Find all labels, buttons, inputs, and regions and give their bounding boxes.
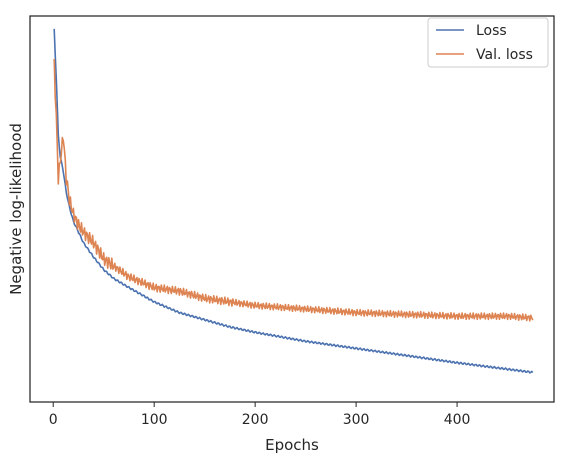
x-tick-label: 200 bbox=[242, 412, 269, 428]
x-axis-label: Epochs bbox=[265, 436, 319, 454]
plot-frame bbox=[29, 15, 555, 403]
x-tick-label: 0 bbox=[49, 412, 58, 428]
series-line-val-loss bbox=[53, 58, 534, 322]
series-line-loss bbox=[53, 28, 534, 374]
legend-label-val-loss: Val. loss bbox=[476, 47, 533, 63]
plot-background bbox=[30, 16, 554, 402]
legend-label-loss: Loss bbox=[476, 23, 507, 39]
x-tick-label: 400 bbox=[444, 412, 471, 428]
x-axis-ticks: 0 100 200 300 400 bbox=[49, 402, 471, 428]
x-tick-label: 100 bbox=[141, 412, 168, 428]
legend: Loss Val. loss bbox=[427, 17, 549, 68]
x-tick-label: 300 bbox=[343, 412, 370, 428]
series-layer bbox=[53, 28, 534, 374]
y-axis-label: Negative log-likelihood bbox=[7, 123, 25, 295]
